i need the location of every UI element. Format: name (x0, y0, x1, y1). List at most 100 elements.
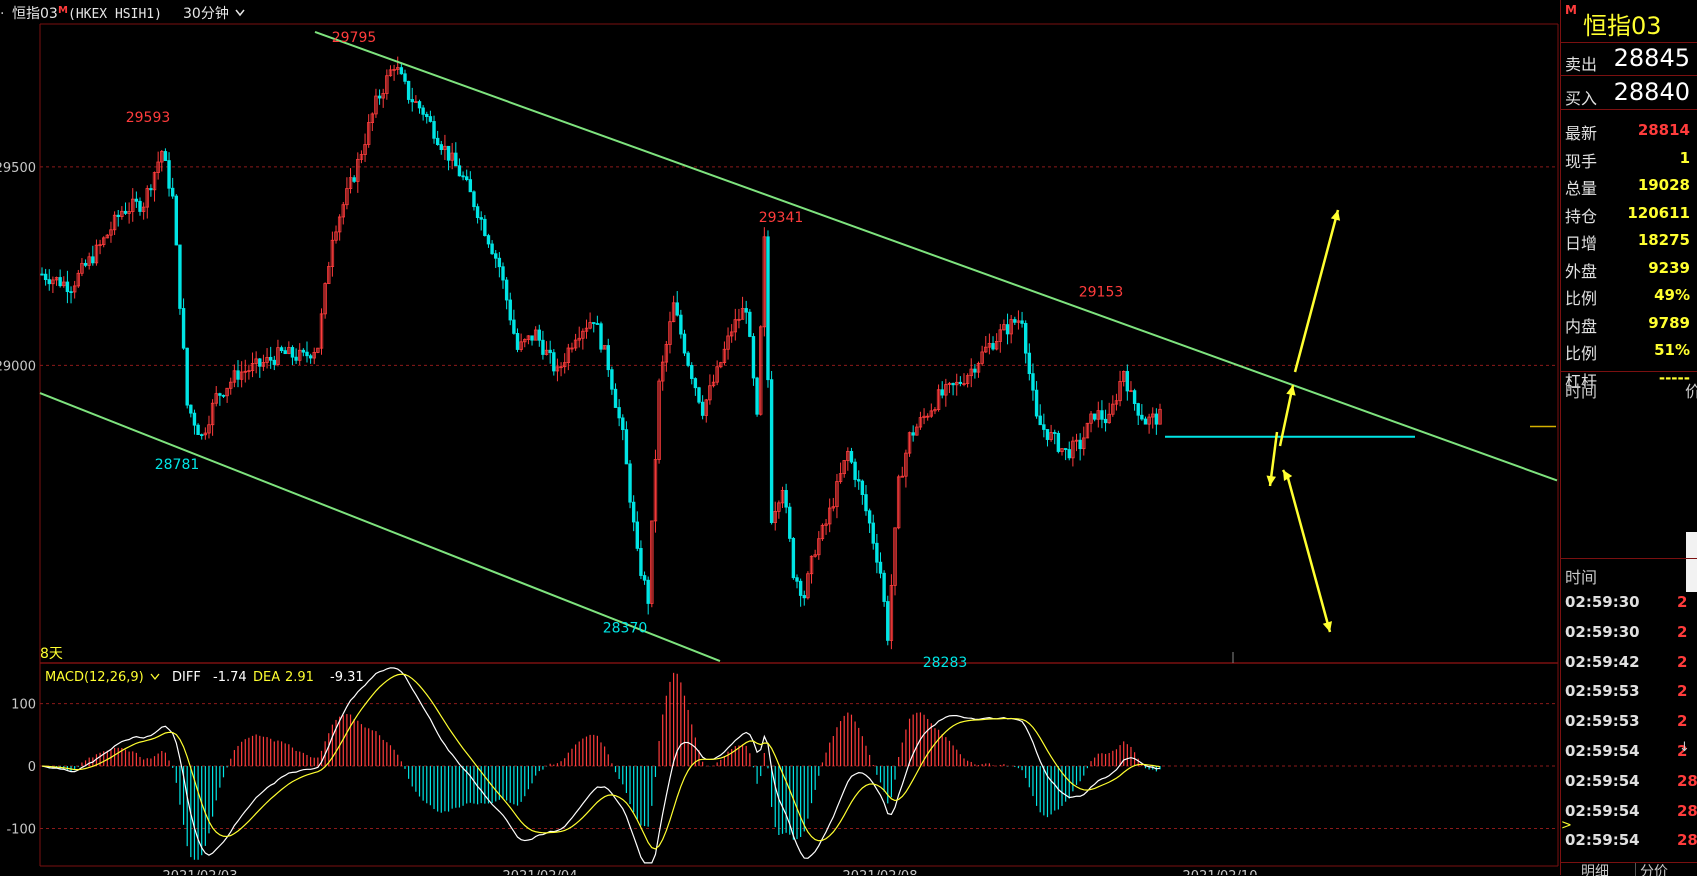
candle-body (675, 302, 679, 316)
macd-value: -9.31 (330, 670, 364, 685)
macd-dea-label: DEA (253, 670, 280, 685)
price-labels: 29593 29795 29341 29153 28781 28370 28283 (126, 30, 1124, 671)
candle-body (337, 216, 342, 233)
tick-price: 2 (1677, 742, 1688, 760)
arrow-up-long-head (1330, 210, 1341, 221)
candle-body (595, 323, 600, 325)
period-selector[interactable]: 30分钟 (183, 5, 229, 22)
candle-body (1013, 319, 1017, 323)
candle-body (773, 510, 777, 523)
sell-row[interactable]: 卖出 28845 (1561, 42, 1697, 76)
main-chart[interactable]: · 恒指03 M (HKEX HSIH1) 30分钟 29000 29500 10… (0, 0, 1560, 875)
candle-body (987, 343, 992, 348)
candle-body (377, 95, 382, 99)
candle-body (606, 345, 610, 371)
candle-body (965, 375, 970, 384)
candle-body (526, 335, 531, 340)
candle-body (998, 329, 1002, 342)
candle-body (163, 151, 168, 161)
candle-body (421, 107, 425, 115)
price-gridlines: 29000 29500 (0, 161, 1558, 374)
candle-body (555, 366, 560, 372)
candle-body (261, 362, 266, 367)
quote-row-value: 49% (1654, 286, 1690, 304)
candle-body (1089, 413, 1093, 424)
quote-row-value: 19028 (1637, 176, 1690, 194)
candle-body (214, 393, 218, 404)
candle-body (940, 389, 944, 396)
candle-body (149, 188, 153, 191)
candle-body (120, 210, 124, 217)
candle-body (541, 339, 545, 355)
candle-body (1002, 324, 1006, 331)
candle-body (951, 382, 955, 386)
candle-body (599, 323, 603, 350)
tab-details[interactable]: 明细 (1581, 864, 1609, 876)
candle-body (1031, 373, 1035, 391)
candle-body (316, 347, 320, 353)
candle-body (352, 177, 356, 182)
candle-body (1053, 432, 1057, 434)
candle-body (247, 370, 251, 373)
candle-body (882, 572, 886, 602)
candle-body (820, 524, 825, 540)
quote-row-label: 比例 (1565, 344, 1598, 363)
candle-body (715, 366, 719, 383)
candle-body (984, 346, 988, 353)
candle-body (788, 506, 792, 539)
candle-body (1074, 439, 1079, 442)
quote-row: 比例 51% (1561, 338, 1697, 364)
candle-body (62, 281, 66, 287)
range-label: 8天 (40, 646, 63, 662)
candle-body (468, 179, 473, 193)
candle-body (330, 239, 335, 267)
tick-time: 02:59:53 (1565, 682, 1640, 701)
price-label: 29795 (332, 30, 377, 46)
candle-body (1085, 422, 1090, 439)
candle-body (399, 67, 404, 75)
candle-body (83, 262, 88, 266)
time-header-2: 时间 (1565, 568, 1598, 587)
candle-body (1027, 352, 1032, 375)
candle-body (1078, 439, 1082, 450)
candle-body (483, 218, 487, 236)
candle-body (160, 151, 164, 163)
header-m-badge: M (58, 5, 68, 16)
candle-body (838, 473, 843, 482)
candle-body (145, 188, 149, 208)
macd-tick-label: 0 (28, 760, 36, 775)
candle-body (686, 352, 690, 366)
candle-body (54, 277, 59, 281)
candle-body (294, 356, 298, 361)
candle-body (112, 214, 117, 231)
candle-body (138, 200, 142, 212)
quote-row-label: 现手 (1565, 151, 1598, 171)
buy-row[interactable]: 买入 28840 (1561, 76, 1697, 110)
chevron-down-icon[interactable] (235, 9, 245, 17)
chevron-down-icon[interactable] (150, 673, 160, 681)
candle-body (798, 580, 803, 596)
tab-price-distribution[interactable]: 分价 (1635, 863, 1668, 876)
macd-indicator-name[interactable]: MACD(12,26,9) (45, 670, 144, 685)
quote-row-value: 120611 (1627, 203, 1690, 222)
candle-body (817, 538, 821, 556)
candle-body (639, 548, 643, 576)
x-date-labels: 2021/02/03 2021/02/04 2021/02/08 2021/02/10 (163, 652, 1257, 875)
quote-row-value: 18275 (1637, 231, 1690, 249)
ticks-divider (1561, 558, 1697, 559)
candle-body (515, 333, 520, 350)
candle-body (298, 349, 302, 361)
candle-body (631, 501, 636, 523)
candle-body (239, 371, 244, 380)
current-tick-marker: > (1561, 818, 1572, 833)
candle-body (588, 322, 592, 329)
candle-body (719, 362, 723, 368)
candle-body (740, 308, 745, 320)
candle-body (748, 311, 752, 337)
tick-price: 2 (1677, 593, 1688, 611)
candle-body (693, 378, 698, 389)
candle-body (58, 277, 62, 287)
candle-body (1154, 413, 1159, 425)
candle-body (802, 595, 806, 599)
candle-body (348, 177, 353, 189)
